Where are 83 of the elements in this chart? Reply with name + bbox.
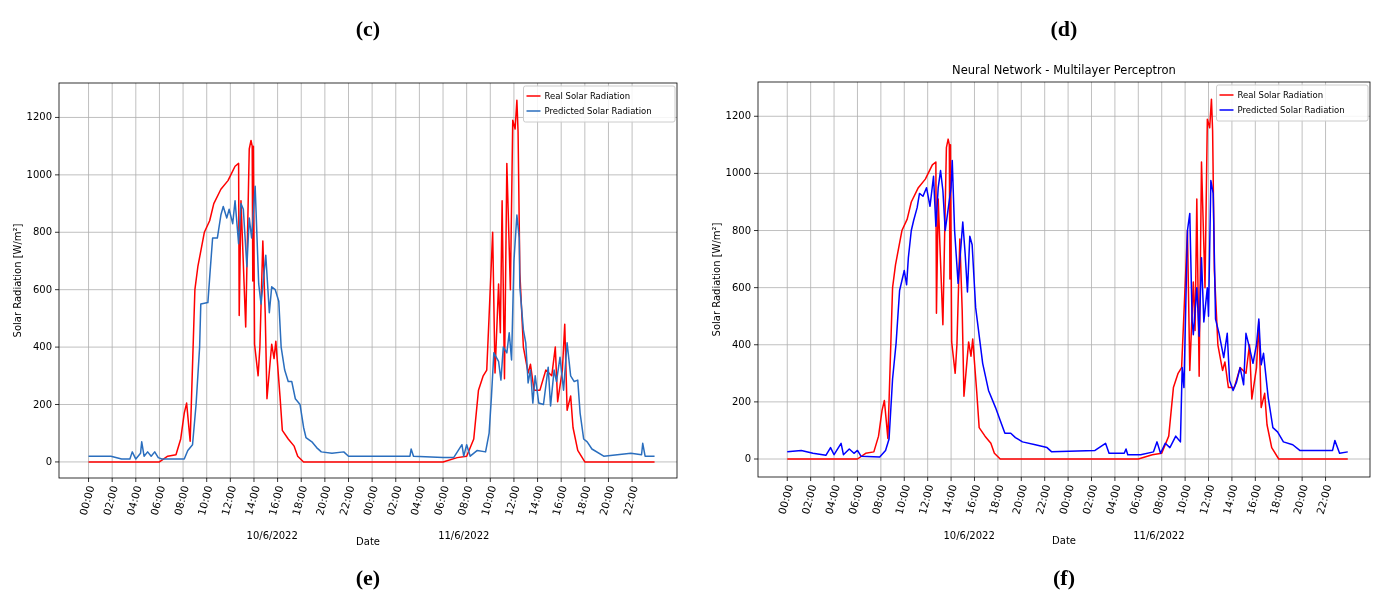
- x-tick-label: 22:00: [620, 484, 640, 517]
- x-tick-label: 06:00: [1126, 483, 1147, 516]
- x-tick-label: 10:00: [195, 484, 215, 517]
- legend-label: Predicted Solar Radiation: [1237, 104, 1345, 115]
- x-tick-label: 00:00: [76, 484, 97, 517]
- y-axis-title: Solar Radiation [W/m²]: [711, 222, 722, 337]
- y-tick-label: 0: [45, 455, 52, 467]
- x-tick-label: 08:00: [1150, 483, 1170, 516]
- x-tick-label: 20:00: [1009, 483, 1030, 516]
- x-tick-label: 04:00: [1103, 483, 1123, 516]
- x-tick-label: 16:00: [1243, 483, 1264, 516]
- y-tick-label: 1200: [725, 110, 751, 122]
- x-tick-label: 10:00: [478, 484, 499, 517]
- x-tick-label: 12:00: [502, 484, 522, 517]
- x-tick-label: 16:00: [962, 483, 983, 516]
- text: 10/6/2022: [943, 530, 995, 541]
- x-tick-label: 20:00: [1290, 483, 1310, 516]
- chart-title: Neural Network - Multilayer Perceptron: [952, 63, 1176, 77]
- legend-label: Real Solar Radiation: [1237, 89, 1324, 100]
- x-tick-label: 06:00: [845, 483, 866, 516]
- x-tick-label: 06:00: [431, 484, 451, 517]
- x-tick-label: 00:00: [1056, 483, 1076, 516]
- x-tick-label: 04:00: [407, 484, 428, 517]
- y-tick-label: 800: [32, 226, 52, 238]
- x-tick-label: 14:00: [525, 484, 546, 517]
- y-tick-label: 800: [731, 224, 751, 236]
- line-series: [87, 185, 656, 460]
- legend-label: Real Solar Radiation: [544, 90, 631, 101]
- y-axis-title: Solar Radiation [W/m²]: [12, 223, 23, 338]
- y-tick-label: 1000: [725, 167, 751, 179]
- x-tick-label: 12:00: [1196, 483, 1217, 516]
- x-tick-label: 22:00: [336, 484, 357, 517]
- text: (f): [1053, 565, 1075, 590]
- y-tick-label: 0: [744, 453, 751, 465]
- x-tick-label: 14:00: [1220, 483, 1240, 516]
- y-tick-label: 200: [731, 395, 751, 407]
- x-tick-label: 22:00: [1313, 483, 1334, 516]
- x-tick-label: 02:00: [384, 484, 404, 517]
- text: 11/6/2022: [438, 530, 490, 541]
- y-tick-label: 600: [32, 283, 52, 295]
- x-axis-title: Date: [356, 536, 380, 547]
- line-series: [786, 159, 1349, 458]
- y-tick-label: 1000: [26, 168, 52, 180]
- line-series: [87, 99, 656, 463]
- x-tick-label: 02:00: [1079, 483, 1100, 516]
- x-tick-label: 08:00: [455, 484, 475, 517]
- x-tick-label: 10:00: [1173, 483, 1193, 516]
- x-tick-label: 18:00: [986, 483, 1006, 516]
- x-tick-label: 22:00: [1033, 483, 1053, 516]
- x-tick-label: 04:00: [124, 484, 144, 517]
- x-tick-label: 18:00: [289, 484, 310, 517]
- x-tick-label: 00:00: [775, 483, 796, 516]
- y-tick-label: 1200: [26, 111, 52, 123]
- x-tick-label: 08:00: [869, 483, 889, 516]
- y-tick-label: 200: [32, 398, 52, 410]
- line-series: [786, 98, 1349, 460]
- x-tick-label: 18:00: [573, 484, 593, 517]
- x-axis-title: Date: [1052, 535, 1076, 546]
- x-tick-label: 06:00: [147, 484, 168, 517]
- x-tick-label: 04:00: [822, 483, 842, 516]
- x-tick-label: 12:00: [916, 483, 936, 516]
- text: 10/6/2022: [246, 530, 298, 541]
- x-tick-label: 12:00: [218, 484, 239, 517]
- x-tick-label: 18:00: [1267, 483, 1287, 516]
- y-tick-label: 400: [32, 341, 52, 353]
- x-tick-label: 08:00: [171, 484, 191, 517]
- x-tick-label: 20:00: [313, 484, 333, 517]
- legend-label: Predicted Solar Radiation: [544, 105, 652, 116]
- y-tick-label: 400: [731, 338, 751, 350]
- x-tick-label: 02:00: [799, 483, 819, 516]
- text: (e): [355, 565, 381, 590]
- text: (d): [1050, 16, 1078, 41]
- text: (c): [355, 16, 381, 41]
- x-tick-label: 14:00: [242, 484, 262, 517]
- x-tick-label: 20:00: [596, 484, 617, 517]
- x-tick-label: 14:00: [939, 483, 959, 516]
- x-tick-label: 16:00: [549, 484, 570, 517]
- x-tick-label: 10:00: [892, 483, 913, 516]
- y-tick-label: 600: [731, 281, 751, 293]
- x-tick-label: 00:00: [360, 484, 380, 517]
- x-tick-label: 16:00: [266, 484, 286, 517]
- text: 11/6/2022: [1133, 530, 1185, 541]
- x-tick-label: 02:00: [100, 484, 120, 517]
